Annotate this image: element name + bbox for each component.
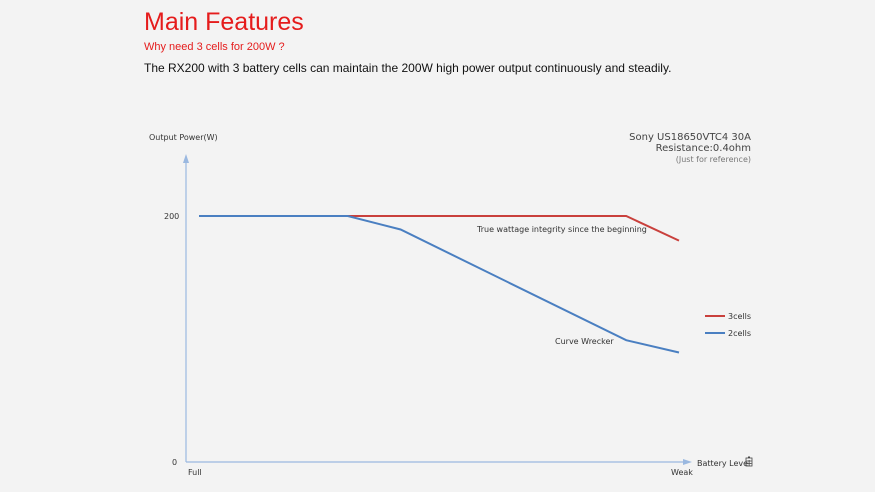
- annotation-curve-wrecker: Curve Wrecker: [555, 337, 614, 346]
- legend-label-2cells: 2cells: [728, 329, 751, 338]
- y-tick-200: 200: [164, 212, 179, 221]
- x-axis-label: Battery Level: [697, 459, 750, 468]
- page-description: The RX200 with 3 battery cells can maint…: [144, 61, 672, 75]
- x-tick-weak: Weak: [671, 468, 693, 477]
- page-title: Main Features: [144, 8, 304, 36]
- battery-icon: [745, 456, 753, 467]
- x-axis-arrow: [683, 459, 692, 465]
- series-line-2cells: [199, 215, 680, 354]
- info-reference-note: (Just for reference): [676, 155, 751, 164]
- y-axis-label: Output Power(W): [149, 133, 218, 142]
- annotation-true-wattage: True wattage integrity since the beginni…: [476, 225, 647, 234]
- info-cell-model: Sony US18650VTC4 30A: [629, 132, 751, 143]
- info-resistance: Resistance:0.4ohm: [656, 143, 751, 154]
- y-tick-0: 0: [172, 458, 177, 467]
- y-axis-arrow: [183, 154, 189, 163]
- x-tick-full: Full: [188, 468, 202, 477]
- page-subtitle: Why need 3 cells for 200W ?: [144, 41, 285, 53]
- legend-label-3cells: 3cells: [728, 312, 751, 321]
